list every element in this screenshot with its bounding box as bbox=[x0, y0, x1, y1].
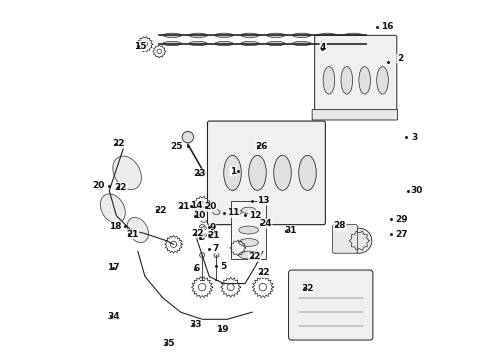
Text: 7: 7 bbox=[213, 244, 219, 253]
Ellipse shape bbox=[199, 225, 205, 228]
Ellipse shape bbox=[239, 239, 258, 247]
Text: 21: 21 bbox=[126, 230, 139, 239]
Circle shape bbox=[214, 252, 219, 257]
Ellipse shape bbox=[274, 156, 291, 190]
Text: 3: 3 bbox=[411, 132, 417, 141]
Text: 16: 16 bbox=[381, 22, 393, 31]
Text: 13: 13 bbox=[258, 196, 270, 205]
Ellipse shape bbox=[344, 33, 363, 37]
Text: 22: 22 bbox=[112, 139, 124, 148]
Text: 33: 33 bbox=[190, 320, 202, 329]
Text: 22: 22 bbox=[115, 183, 127, 192]
Text: 21: 21 bbox=[177, 202, 190, 211]
Circle shape bbox=[199, 252, 205, 257]
Ellipse shape bbox=[100, 194, 125, 223]
Ellipse shape bbox=[201, 220, 206, 222]
Text: 12: 12 bbox=[248, 211, 261, 220]
Text: 20: 20 bbox=[93, 181, 105, 190]
Ellipse shape bbox=[293, 33, 311, 37]
Text: 22: 22 bbox=[258, 268, 270, 277]
Ellipse shape bbox=[213, 210, 220, 215]
Text: 25: 25 bbox=[170, 141, 182, 150]
Text: 1: 1 bbox=[230, 167, 236, 176]
Ellipse shape bbox=[113, 156, 142, 190]
Text: 22: 22 bbox=[248, 252, 261, 261]
Text: 10: 10 bbox=[193, 211, 206, 220]
Ellipse shape bbox=[209, 223, 214, 226]
FancyBboxPatch shape bbox=[333, 225, 358, 253]
Text: 34: 34 bbox=[107, 312, 120, 321]
Text: 4: 4 bbox=[320, 43, 326, 52]
Text: 21: 21 bbox=[207, 231, 220, 240]
Text: 5: 5 bbox=[220, 262, 226, 271]
Text: 35: 35 bbox=[163, 339, 175, 348]
Text: 17: 17 bbox=[107, 263, 120, 272]
FancyBboxPatch shape bbox=[315, 35, 397, 117]
Text: 9: 9 bbox=[209, 222, 216, 231]
Ellipse shape bbox=[194, 209, 203, 215]
Text: 18: 18 bbox=[109, 222, 122, 231]
Text: 22: 22 bbox=[154, 206, 167, 215]
Text: 8: 8 bbox=[198, 233, 205, 242]
Ellipse shape bbox=[377, 67, 389, 94]
Ellipse shape bbox=[323, 67, 335, 94]
Ellipse shape bbox=[239, 251, 258, 259]
Circle shape bbox=[182, 131, 194, 143]
Ellipse shape bbox=[267, 33, 285, 37]
Ellipse shape bbox=[347, 228, 372, 253]
Ellipse shape bbox=[163, 33, 181, 37]
Text: 14: 14 bbox=[190, 201, 202, 210]
Text: 29: 29 bbox=[395, 215, 408, 224]
Ellipse shape bbox=[214, 232, 219, 235]
Ellipse shape bbox=[201, 227, 206, 230]
Circle shape bbox=[198, 169, 206, 176]
Ellipse shape bbox=[239, 226, 258, 234]
Ellipse shape bbox=[215, 41, 233, 46]
Ellipse shape bbox=[344, 41, 363, 46]
Text: 6: 6 bbox=[193, 264, 199, 273]
Ellipse shape bbox=[293, 41, 311, 46]
Ellipse shape bbox=[341, 67, 353, 94]
FancyBboxPatch shape bbox=[207, 121, 325, 225]
Ellipse shape bbox=[189, 41, 207, 46]
Text: 30: 30 bbox=[410, 186, 422, 195]
Text: 27: 27 bbox=[395, 230, 408, 239]
Ellipse shape bbox=[209, 230, 214, 233]
Text: 24: 24 bbox=[259, 219, 272, 228]
Text: 20: 20 bbox=[204, 202, 216, 211]
Ellipse shape bbox=[241, 33, 259, 37]
Ellipse shape bbox=[318, 41, 337, 46]
Ellipse shape bbox=[359, 67, 370, 94]
Ellipse shape bbox=[215, 33, 233, 37]
Ellipse shape bbox=[241, 41, 259, 46]
Text: 2: 2 bbox=[397, 54, 403, 63]
Ellipse shape bbox=[242, 207, 256, 213]
Text: 23: 23 bbox=[193, 169, 206, 178]
FancyBboxPatch shape bbox=[289, 270, 373, 340]
Text: 11: 11 bbox=[227, 208, 240, 217]
Ellipse shape bbox=[163, 41, 181, 46]
Bar bbox=[231, 202, 267, 258]
Text: 26: 26 bbox=[256, 141, 268, 150]
Ellipse shape bbox=[234, 210, 242, 215]
Text: 28: 28 bbox=[334, 221, 346, 230]
Ellipse shape bbox=[249, 156, 266, 190]
Text: 19: 19 bbox=[217, 325, 229, 334]
Ellipse shape bbox=[318, 33, 337, 37]
Ellipse shape bbox=[299, 156, 316, 190]
Ellipse shape bbox=[201, 234, 206, 237]
Text: 22: 22 bbox=[192, 229, 204, 238]
Ellipse shape bbox=[189, 33, 207, 37]
FancyBboxPatch shape bbox=[312, 110, 397, 120]
Ellipse shape bbox=[224, 156, 241, 190]
Text: 32: 32 bbox=[301, 284, 314, 293]
Ellipse shape bbox=[267, 41, 285, 46]
Text: 31: 31 bbox=[284, 226, 297, 235]
Ellipse shape bbox=[127, 217, 148, 243]
Text: 15: 15 bbox=[134, 41, 147, 50]
